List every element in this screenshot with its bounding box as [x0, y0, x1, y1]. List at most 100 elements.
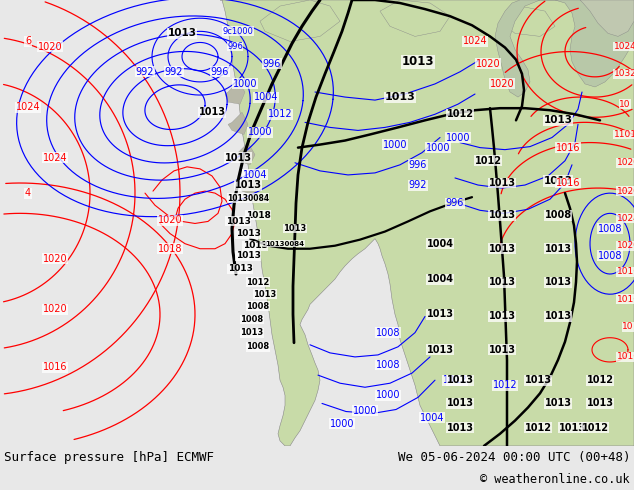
Text: 992: 992	[409, 180, 427, 190]
Text: 10130084: 10130084	[227, 194, 269, 203]
Text: 1012: 1012	[581, 423, 609, 433]
Text: 10: 10	[619, 99, 631, 109]
Text: 1013: 1013	[254, 290, 276, 299]
Text: Surface pressure [hPa] ECMWF: Surface pressure [hPa] ECMWF	[4, 451, 214, 465]
Text: 1024: 1024	[16, 102, 41, 112]
Text: 1016: 1016	[616, 295, 634, 304]
Text: 996: 996	[409, 160, 427, 170]
Text: 1013: 1013	[236, 251, 261, 260]
Polygon shape	[260, 0, 340, 42]
Text: 1024: 1024	[617, 214, 634, 223]
Text: 1004: 1004	[243, 170, 268, 180]
Text: 1008: 1008	[376, 328, 400, 338]
Text: 9c1000: 9c1000	[223, 27, 254, 36]
Text: 992: 992	[165, 67, 183, 77]
Text: We 05-06-2024 00:00 UTC (00+48): We 05-06-2024 00:00 UTC (00+48)	[398, 451, 630, 465]
Polygon shape	[500, 6, 555, 36]
Text: 1013: 1013	[427, 310, 453, 319]
Text: 1000: 1000	[330, 418, 354, 429]
Text: 1012: 1012	[443, 375, 467, 385]
Text: 1020: 1020	[616, 241, 634, 250]
Text: 1000: 1000	[383, 140, 407, 149]
Text: 1013: 1013	[543, 115, 573, 125]
Text: 1008: 1008	[545, 210, 572, 221]
Text: 992: 992	[136, 67, 154, 77]
Text: 1016: 1016	[42, 362, 67, 372]
Text: 1012: 1012	[268, 109, 292, 119]
Text: 1020: 1020	[42, 254, 67, 264]
Text: 1000: 1000	[376, 391, 400, 400]
Text: 1013: 1013	[489, 312, 515, 321]
Text: 1020: 1020	[616, 187, 634, 196]
Text: 1000: 1000	[446, 132, 470, 143]
Text: 1013: 1013	[283, 224, 307, 233]
Text: 1024: 1024	[42, 153, 67, 163]
Text: 1016: 1016	[556, 143, 580, 152]
Text: 1013: 1013	[446, 398, 474, 409]
Text: 1013: 1013	[385, 92, 415, 102]
Text: 1004: 1004	[254, 92, 278, 102]
Text: 1013: 1013	[446, 423, 474, 433]
Text: 1032: 1032	[614, 69, 634, 78]
Text: 1004: 1004	[420, 413, 444, 422]
Text: 1020: 1020	[42, 304, 67, 315]
Text: 1008: 1008	[598, 223, 622, 234]
Text: 6: 6	[25, 36, 31, 47]
Text: 1013: 1013	[240, 328, 264, 337]
Text: 1012: 1012	[524, 423, 552, 433]
Text: 1024: 1024	[463, 36, 488, 47]
Text: 1013: 1013	[559, 423, 586, 433]
Text: 1013: 1013	[489, 277, 515, 287]
Text: 996: 996	[227, 42, 243, 51]
Text: 10130084: 10130084	[266, 241, 304, 246]
Text: 1013: 1013	[545, 277, 571, 287]
Polygon shape	[240, 173, 258, 195]
Text: 1013: 1013	[545, 398, 571, 409]
Text: 1101: 1101	[614, 130, 634, 139]
Text: 1013: 1013	[489, 244, 515, 254]
Text: 1000: 1000	[248, 127, 272, 138]
Text: 1020: 1020	[616, 158, 634, 167]
Text: 1020: 1020	[158, 216, 183, 225]
Text: 1000: 1000	[233, 79, 257, 89]
Text: 1012: 1012	[493, 380, 517, 390]
Polygon shape	[580, 0, 634, 36]
Text: 1013: 1013	[489, 210, 515, 221]
Text: 1016: 1016	[616, 352, 634, 362]
Text: 1020: 1020	[37, 42, 62, 51]
Text: 1013: 1013	[545, 244, 571, 254]
Text: 1012: 1012	[586, 375, 614, 385]
Text: © weatheronline.co.uk: © weatheronline.co.uk	[481, 473, 630, 487]
Text: 1000: 1000	[353, 406, 377, 416]
Text: 1020: 1020	[489, 79, 514, 89]
Text: 1013: 1013	[228, 265, 252, 273]
Text: 1018: 1018	[245, 211, 271, 220]
Polygon shape	[235, 143, 255, 165]
Text: 1012: 1012	[446, 109, 474, 119]
Text: 1013: 1013	[489, 345, 515, 355]
Text: 1000: 1000	[426, 143, 450, 152]
Text: 1016: 1016	[556, 178, 580, 188]
Text: 1004: 1004	[427, 239, 453, 249]
Text: 996: 996	[446, 198, 464, 208]
Text: 1013: 1013	[427, 345, 453, 355]
Text: 1012: 1012	[247, 278, 269, 287]
Text: 1013: 1013	[235, 180, 261, 190]
Text: 4: 4	[25, 188, 31, 198]
Text: 996: 996	[211, 67, 229, 77]
Text: 1020: 1020	[476, 59, 500, 69]
Text: 1013: 1013	[524, 375, 552, 385]
Text: 1013: 1013	[489, 178, 515, 188]
Text: 1008: 1008	[376, 360, 400, 370]
Text: 1016: 1016	[616, 268, 634, 276]
Text: 10: 10	[622, 322, 634, 331]
Text: 1018: 1018	[158, 244, 182, 254]
Polygon shape	[495, 0, 634, 97]
Text: 1012: 1012	[474, 156, 501, 166]
Text: 1013: 1013	[243, 241, 268, 250]
Text: 1004: 1004	[427, 274, 453, 284]
Text: 1013: 1013	[236, 229, 261, 238]
Polygon shape	[225, 82, 245, 104]
Text: 1013: 1013	[545, 312, 571, 321]
Polygon shape	[220, 0, 634, 446]
